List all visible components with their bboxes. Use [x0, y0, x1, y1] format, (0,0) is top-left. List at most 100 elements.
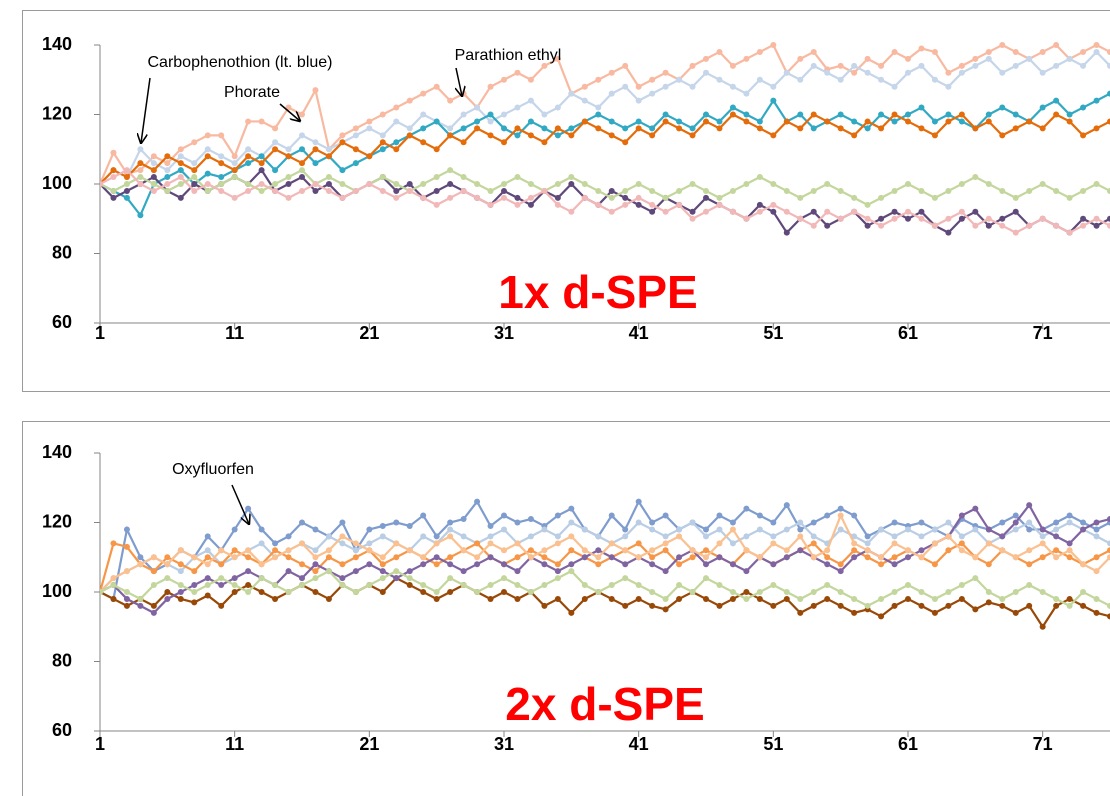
data-point — [1107, 215, 1110, 222]
data-point — [797, 76, 804, 83]
data-point — [527, 516, 534, 523]
data-point — [366, 547, 373, 554]
data-point — [797, 111, 804, 118]
data-point — [635, 118, 642, 125]
data-point — [1053, 554, 1060, 561]
data-point — [164, 160, 171, 167]
data-point — [958, 215, 965, 222]
data-point — [204, 554, 211, 561]
data-point — [379, 554, 386, 561]
data-point — [797, 194, 804, 201]
data-point — [285, 153, 292, 160]
data-point — [985, 561, 992, 568]
data-point — [1093, 125, 1100, 132]
data-point — [204, 582, 211, 589]
data-point — [527, 181, 534, 187]
data-point — [1053, 533, 1060, 540]
data-point — [366, 540, 373, 547]
data-point — [783, 526, 790, 533]
data-point — [231, 526, 238, 533]
data-point — [770, 181, 777, 187]
data-point — [420, 561, 427, 568]
data-point — [1080, 519, 1087, 526]
data-point — [312, 87, 319, 94]
data-point — [918, 554, 925, 561]
data-point — [312, 160, 319, 167]
data-point — [231, 589, 238, 595]
data-point — [689, 208, 696, 215]
data-point — [393, 139, 400, 146]
x-tick-label: 71 — [1033, 734, 1053, 754]
data-point — [258, 526, 265, 533]
data-point — [312, 181, 319, 187]
plot-area — [100, 498, 1110, 630]
data-point — [931, 48, 938, 55]
data-point — [945, 187, 952, 194]
data-point — [622, 547, 629, 554]
data-point — [1066, 194, 1073, 201]
data-point — [245, 505, 252, 512]
data-point — [1080, 48, 1087, 55]
data-point — [379, 174, 386, 181]
data-point — [662, 69, 669, 76]
data-point — [999, 595, 1006, 602]
data-point — [272, 582, 279, 589]
x-tick-label: 11 — [225, 734, 244, 754]
data-point — [649, 561, 656, 568]
data-point — [204, 146, 211, 153]
data-point — [595, 125, 602, 132]
data-point — [985, 222, 992, 229]
data-point — [703, 55, 709, 62]
data-point — [662, 540, 669, 547]
data-point — [891, 118, 898, 125]
data-point — [191, 174, 198, 181]
data-point — [756, 48, 763, 55]
data-point — [285, 174, 292, 181]
data-point — [433, 595, 440, 602]
data-point — [379, 132, 386, 139]
x-tick-label: 1 — [95, 323, 105, 343]
data-point — [689, 519, 696, 526]
data-point — [191, 167, 198, 174]
data-point — [123, 174, 130, 181]
data-point — [608, 582, 615, 589]
data-point — [1107, 554, 1110, 561]
data-point — [662, 111, 669, 118]
data-point — [554, 568, 561, 575]
data-point — [420, 181, 427, 187]
data-point — [797, 215, 804, 222]
data-point — [1012, 519, 1019, 526]
data-point — [999, 222, 1006, 229]
data-point — [339, 561, 346, 568]
data-point — [622, 62, 629, 69]
data-point — [285, 589, 292, 595]
data-point — [487, 554, 494, 561]
data-point — [999, 187, 1006, 194]
series-line — [100, 521, 1110, 593]
x-tick-label: 11 — [225, 323, 244, 343]
data-point — [608, 512, 615, 519]
data-point — [608, 194, 615, 201]
data-point — [810, 187, 817, 194]
data-point — [285, 547, 292, 554]
series-line — [100, 168, 1110, 234]
data-point — [352, 146, 359, 153]
data-point — [743, 505, 750, 512]
data-point — [743, 111, 750, 118]
data-point — [783, 547, 790, 554]
data-point — [379, 575, 386, 582]
data-point — [824, 582, 831, 589]
data-point — [245, 146, 252, 153]
data-point — [1107, 516, 1110, 523]
data-point — [837, 62, 844, 69]
data-point — [703, 194, 709, 201]
data-point — [581, 181, 588, 187]
data-point — [743, 595, 750, 602]
data-point — [918, 104, 925, 111]
data-point — [554, 181, 561, 187]
data-point — [851, 62, 858, 69]
data-point — [312, 526, 319, 533]
data-point — [191, 187, 198, 194]
data-point — [770, 540, 777, 547]
data-point — [1093, 222, 1100, 229]
